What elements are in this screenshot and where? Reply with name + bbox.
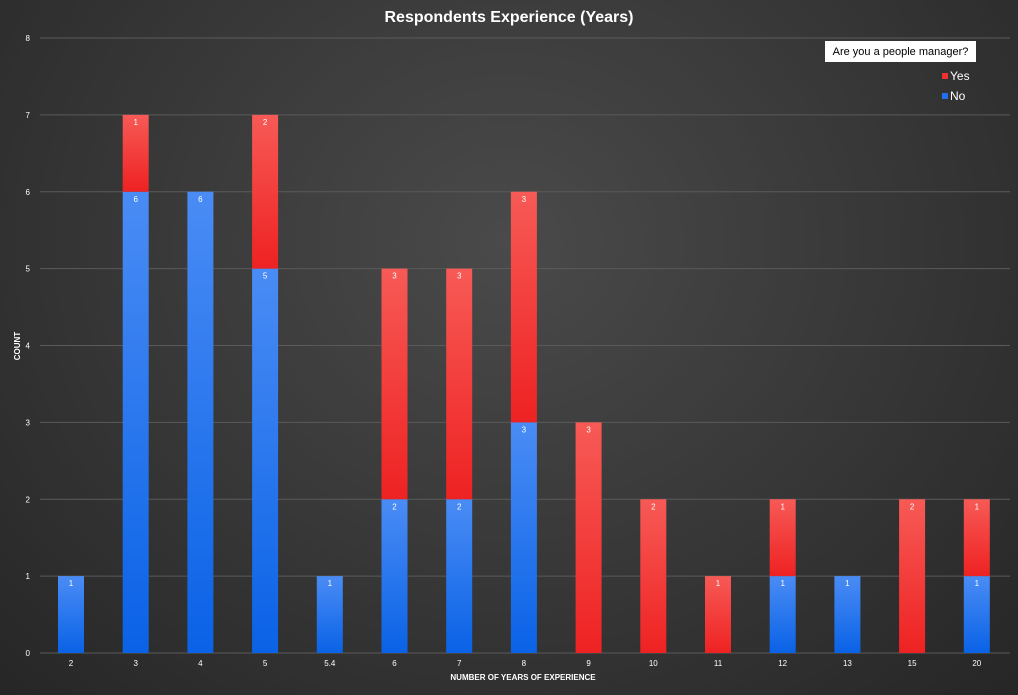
bar-value-label: 6	[133, 195, 138, 204]
y-tick-label: 5	[26, 265, 31, 274]
x-tick-label: 2	[69, 659, 74, 668]
data-labels: 1 6 6 5 1 2 2 3 1 1 1 1 2 3 3 3 3 2 1 1 2 1	[69, 118, 980, 588]
bar-yes	[381, 268, 408, 500]
bar-no	[316, 576, 343, 653]
legend-label: No	[950, 89, 966, 103]
legend-title: Are you a people manager?	[825, 41, 976, 62]
bar-yes	[963, 499, 990, 577]
y-tick-label: 1	[26, 572, 31, 581]
y-tick-label: 8	[26, 34, 31, 43]
y-tick-label: 2	[26, 495, 31, 504]
bar-value-label: 3	[586, 425, 591, 434]
bar-no	[252, 268, 279, 653]
bar-value-label: 1	[845, 579, 850, 588]
bar-value-label: 2	[457, 502, 462, 511]
bar-value-label: 2	[651, 502, 656, 511]
x-axis-label: NUMBER OF YEARS OF EXPERIENCE	[450, 673, 596, 682]
x-tick-label: 12	[778, 659, 787, 668]
x-tick-label: 8	[522, 659, 527, 668]
bar-no	[446, 499, 473, 653]
bar-yes	[446, 268, 473, 500]
bar-no	[122, 191, 149, 653]
x-tick-label: 13	[843, 659, 852, 668]
bar-yes	[640, 499, 667, 653]
x-tick-label: 4	[198, 659, 203, 668]
bar-value-label: 2	[263, 118, 268, 127]
bar-no	[187, 191, 214, 653]
x-axis-ticks: 2 3 4 5 5.4 6 7 8 9 10 11 12 13 15 20	[69, 659, 982, 668]
bar-value-label: 3	[522, 195, 527, 204]
bar-yes	[769, 499, 796, 577]
x-tick-label: 7	[457, 659, 462, 668]
y-axis-ticks: 0 1 2 3 4 5 6 7 8	[26, 34, 31, 658]
legend-swatch	[942, 93, 948, 99]
bars	[58, 114, 990, 653]
bar-no	[381, 499, 408, 653]
x-tick-label: 6	[392, 659, 397, 668]
bar-no	[963, 576, 990, 653]
bar-value-label: 2	[392, 502, 397, 511]
bar-no	[510, 422, 537, 653]
bar-yes	[510, 191, 537, 423]
x-tick-label: 5.4	[324, 659, 336, 668]
legend-entry-no: No	[942, 89, 965, 103]
bar-yes	[252, 114, 279, 269]
legend-entry-yes: Yes	[942, 69, 970, 83]
x-tick-label: 10	[649, 659, 658, 668]
bar-yes	[122, 114, 149, 192]
x-tick-label: 20	[972, 659, 981, 668]
y-tick-label: 0	[26, 649, 31, 658]
bar-value-label: 1	[328, 579, 333, 588]
bar-value-label: 3	[457, 272, 462, 281]
x-tick-label: 9	[586, 659, 591, 668]
bar-value-label: 1	[780, 502, 785, 511]
y-tick-label: 7	[26, 111, 31, 120]
bar-value-label: 1	[780, 579, 785, 588]
y-tick-label: 3	[26, 418, 31, 427]
legend-swatch	[942, 73, 948, 79]
bar-no	[834, 576, 861, 653]
x-tick-label: 3	[133, 659, 138, 668]
y-tick-label: 6	[26, 188, 31, 197]
bar-yes	[575, 422, 602, 653]
x-tick-label: 15	[908, 659, 917, 668]
bar-value-label: 1	[975, 502, 980, 511]
bar-yes	[899, 499, 926, 653]
x-tick-label: 11	[714, 659, 723, 668]
bar-value-label: 2	[910, 502, 915, 511]
bar-value-label: 5	[263, 272, 268, 281]
bar-value-label: 1	[975, 579, 980, 588]
bar-no	[769, 576, 796, 653]
bar-no	[58, 576, 84, 653]
bar-yes	[705, 576, 731, 653]
bar-value-label: 1	[716, 579, 721, 588]
x-tick-label: 5	[263, 659, 268, 668]
bar-value-label: 1	[133, 118, 138, 127]
y-tick-label: 4	[26, 342, 31, 351]
bar-value-label: 3	[522, 425, 527, 434]
y-axis-label: COUNT	[13, 332, 22, 361]
bar-value-label: 3	[392, 272, 397, 281]
chart-title: Respondents Experience (Years)	[385, 9, 634, 26]
legend-label: Yes	[950, 69, 970, 83]
bar-value-label: 6	[198, 195, 203, 204]
bar-value-label: 1	[69, 579, 74, 588]
